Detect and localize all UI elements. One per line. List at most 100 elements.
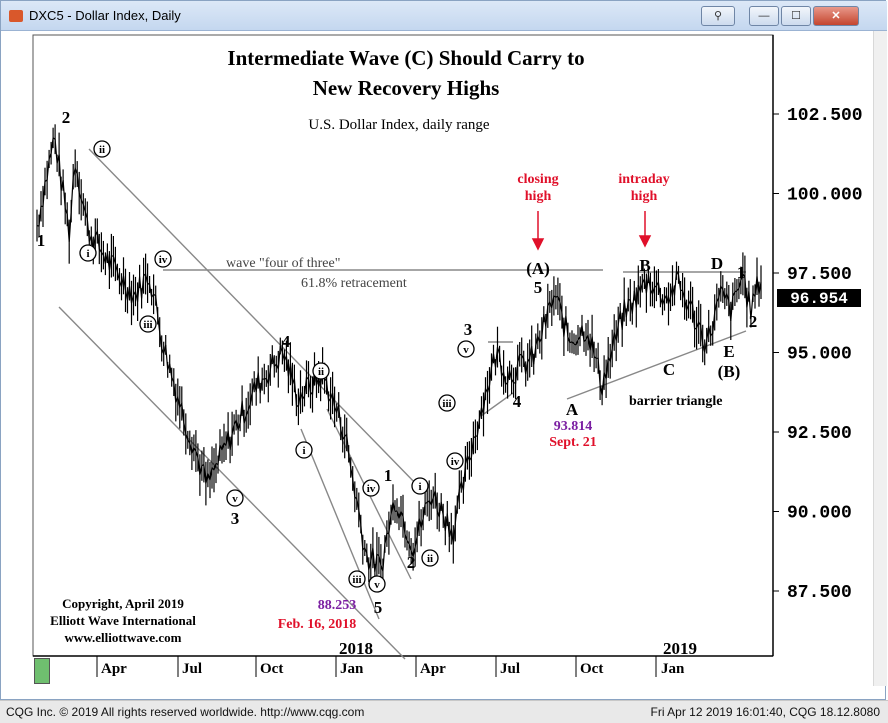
svg-text:v: v [463,344,469,356]
svg-text:iii: iii [352,574,361,586]
chart-title-line1: Intermediate Wave (C) Should Carry to [227,46,584,70]
copyright-block: Copyright, April 2019 Elliott Wave Inter… [50,596,196,645]
x-tick-label: Jul [500,661,520,677]
y-tick-label: 95.000 [787,345,852,365]
wave-label: (A) [526,259,550,278]
circled-label: iv [154,250,172,268]
circled-label: ii [421,549,439,567]
minimize-button[interactable]: — [749,6,779,26]
svg-text:iv: iv [367,483,376,495]
x-tick-label: Oct [580,661,603,677]
circled-label: iv [362,479,380,497]
chart-window: DXC5 - Dollar Index, Daily ⚲ — ☐ ✕ Inter… [0,0,887,700]
circled-label: v [368,575,386,593]
wave-label: B [639,256,650,275]
svg-text:iii: iii [442,398,451,410]
y-tick-label: 87.500 [787,583,852,603]
copyright-line3: www.elliottwave.com [65,630,182,645]
svg-text:iii: iii [143,319,152,331]
triangle-label: barrier triangle [629,394,722,409]
lower-channel-line [58,306,406,660]
circled-label: i [411,477,429,495]
a-date-label: Sept. 21 [549,435,596,450]
circled-labels: ii i iv iii v ii i iii iv v i ii iii v i… [79,140,475,593]
copyright-line1: Copyright, April 2019 [62,596,184,611]
x-year-label: 2019 [663,639,697,658]
link-icon[interactable]: ⚲ [701,6,735,26]
x-tick-label: Apr [101,661,127,677]
wave-label: 4 [513,392,522,411]
wave-label: 5 [374,598,383,617]
x-tick-label: Oct [260,661,283,677]
close-button[interactable]: ✕ [813,6,859,26]
last-price-box [777,289,861,307]
circled-label: i [295,441,313,459]
wave-label: (B) [718,362,741,381]
retracement-label: 61.8% retracement [301,276,407,291]
wave-label: 3 [464,320,473,339]
wave-label: E [723,342,734,361]
plot-area [32,34,774,657]
triangle-lower-line [566,330,747,400]
svg-text:ii: ii [318,366,324,378]
y-tick-label: 97.500 [787,265,852,285]
y-tick-label: 92.500 [787,424,852,444]
circled-label: ii [312,362,330,380]
wave-label: 4 [282,332,291,351]
x-tick-label: Jul [182,661,202,677]
svg-text:ii: ii [427,553,433,565]
price-chart: Intermediate Wave (C) Should Carry to Ne… [32,34,863,677]
price-series [36,124,762,587]
x-tick-label: Jan [340,661,364,677]
wave-label: 3 [231,509,240,528]
closing-label: closing [517,172,558,187]
maximize-button[interactable]: ☐ [781,6,811,26]
low-value-label: 88.253 [318,598,357,613]
svg-text:iv: iv [159,254,168,266]
wave-label: 1 [384,466,393,485]
wave-label: 2 [407,553,416,572]
footer-copyright: CQG Inc. © 2019 All rights reserved worl… [6,705,365,719]
svg-text:i: i [418,481,421,493]
wave-label: A [566,400,579,419]
copyright-line2: Elliott Wave International [50,613,196,628]
intraday-label: intraday [618,172,669,187]
vertical-scrollbar[interactable] [873,31,887,686]
y-tick-label: 90.000 [787,504,852,524]
low-date-label: Feb. 16, 2018 [278,617,357,632]
a-value-label: 93.814 [554,419,593,434]
wave-label: C [663,360,675,379]
price-line [36,136,762,573]
svg-text:i: i [302,445,305,457]
wave-label: 1 [37,231,46,250]
circled-label: iii [438,394,456,412]
svg-text:i: i [86,248,89,260]
footer-timestamp: Fri Apr 12 2019 16:01:40, CQG 18.12.8080 [650,705,881,719]
x-year-label: 2018 [339,639,373,658]
scroll-corner[interactable] [34,658,50,684]
wave-four-label: wave "four of three" [226,256,340,271]
chart-app-icon [9,10,23,22]
last-price-label: 96.954 [790,290,848,308]
wave-label: 2 [749,312,758,331]
wave-labels: 2 1 3 4 1 2 3 4 5 5 (A) A B C D E (B) 1 … [37,108,758,617]
circled-label: iii [139,315,157,333]
chart-title-line2: New Recovery Highs [313,76,500,100]
circled-label: v [226,489,244,507]
y-tick-label: 102.500 [787,106,863,126]
svg-text:v: v [374,579,380,591]
wave-label: D [711,254,723,273]
svg-text:v: v [232,493,238,505]
y-tick-label: 100.000 [787,186,863,206]
circled-label: iv [446,452,464,470]
title-bar[interactable]: DXC5 - Dollar Index, Daily ⚲ — ☐ ✕ [1,1,887,31]
upper-channel-line [88,148,422,490]
x-tick-label: Apr [420,661,446,677]
intraday-high-label: high [631,189,658,204]
x-tick-label: Jan [661,661,685,677]
chart-subtitle: U.S. Dollar Index, daily range [308,117,490,133]
svg-text:ii: ii [99,144,105,156]
circled-label: i [79,244,97,262]
circled-label: iii [348,570,366,588]
svg-text:iv: iv [451,456,460,468]
